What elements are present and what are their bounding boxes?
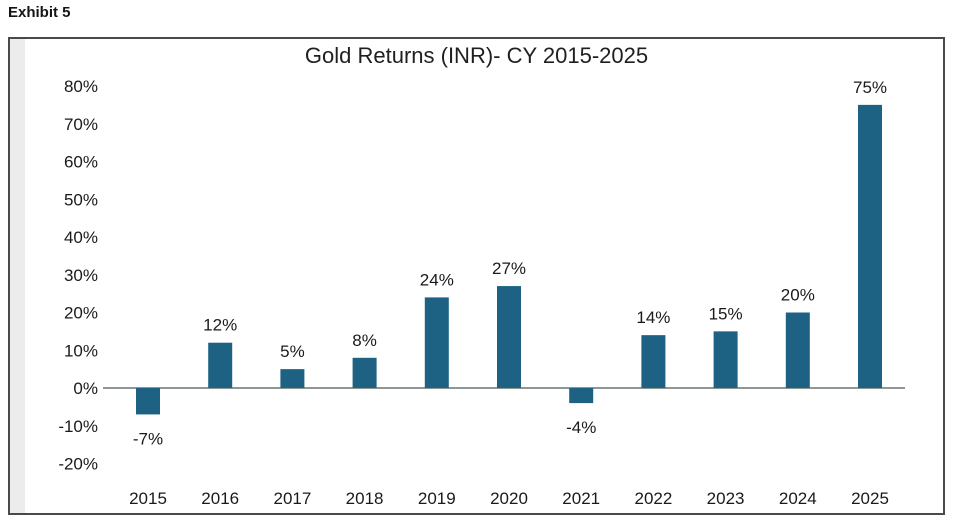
- bar-2017: [280, 369, 305, 388]
- x-tick-label-2015: 2015: [129, 489, 167, 508]
- y-tick-label: 50%: [64, 190, 98, 209]
- y-tick-label: 20%: [64, 304, 98, 323]
- x-tick-label-2024: 2024: [779, 489, 817, 508]
- bar-2022: [641, 335, 666, 388]
- x-tick-label-2016: 2016: [201, 489, 239, 508]
- y-tick-label: 40%: [64, 228, 98, 247]
- chart-title: Gold Returns (INR)- CY 2015-2025: [304, 43, 649, 68]
- y-tick-label: 10%: [64, 341, 98, 360]
- y-tick-label: -10%: [58, 417, 98, 436]
- data-label-2020: 27%: [492, 259, 526, 278]
- data-label-2015: -7%: [133, 429, 163, 448]
- bar-chart: 80% 70% 60% 50% 40% 30% 20% 10% 0% -10% -20% -7% 201…: [58, 77, 905, 508]
- y-tick-label: 0%: [73, 379, 98, 398]
- x-tick-label-2020: 2020: [490, 489, 528, 508]
- data-label-2018: 8%: [352, 331, 377, 350]
- bar-2019: [424, 297, 449, 388]
- y-tick-label: 70%: [64, 115, 98, 134]
- x-tick-label-2017: 2017: [273, 489, 311, 508]
- x-tick-label-2023: 2023: [707, 489, 745, 508]
- y-tick-label: 80%: [64, 77, 98, 96]
- data-label-2021: -4%: [566, 418, 596, 437]
- data-label-2024: 20%: [781, 286, 815, 305]
- x-tick-label-2025: 2025: [851, 489, 889, 508]
- x-tick-label-2018: 2018: [346, 489, 384, 508]
- bar-2016: [208, 342, 233, 388]
- bar-2020: [497, 286, 521, 388]
- exhibit-label: Exhibit 5: [8, 4, 71, 21]
- bar-2024: [785, 312, 810, 388]
- bar-2023: [713, 331, 738, 388]
- y-tick-label: -20%: [58, 455, 98, 474]
- x-tick-label-2021: 2021: [562, 489, 600, 508]
- data-label-2023: 15%: [709, 304, 743, 323]
- y-tick-label: 60%: [64, 153, 98, 172]
- data-label-2017: 5%: [280, 342, 305, 361]
- bar-2021: [569, 388, 594, 404]
- bar-2015: [136, 388, 160, 415]
- data-label-2019: 24%: [420, 270, 454, 289]
- data-label-2016: 12%: [203, 316, 237, 335]
- bar-2018: [352, 357, 377, 388]
- x-tick-label-2019: 2019: [418, 489, 456, 508]
- data-label-2025: 75%: [853, 78, 887, 97]
- data-label-2022: 14%: [636, 308, 670, 327]
- chart-frame: Gold Returns (INR)- CY 2015-2025 80% 70% 6…: [8, 37, 945, 515]
- left-margin-shading: [10, 39, 25, 513]
- bar-2025: [858, 104, 882, 388]
- x-tick-label-2022: 2022: [634, 489, 672, 508]
- y-tick-label: 30%: [64, 266, 98, 285]
